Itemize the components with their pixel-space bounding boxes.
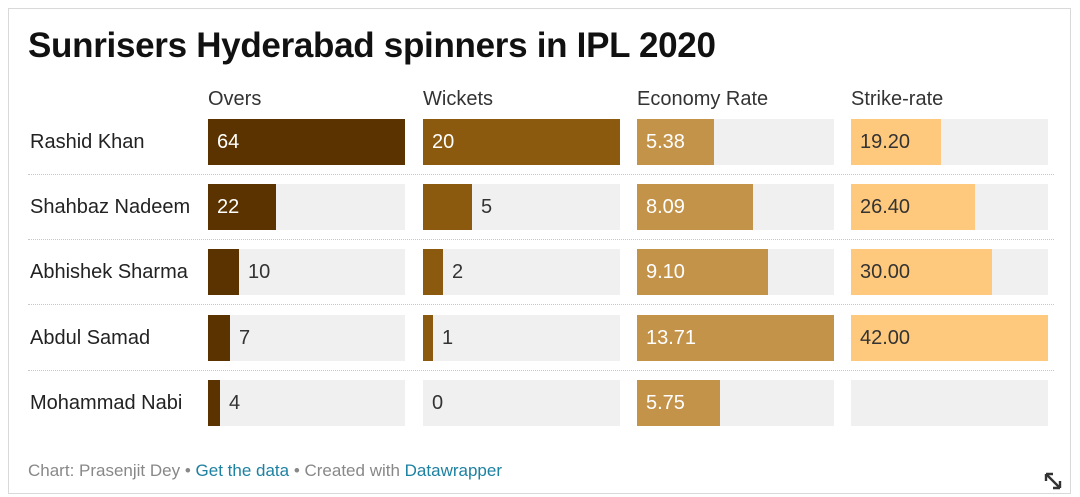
value-label-economy: 8.09 [646,196,685,218]
bar-strike_rate [851,315,1048,361]
bar-strike_rate [851,184,975,230]
bar-wickets [423,315,433,361]
row-separator [28,304,1054,305]
bar-track-economy: 8.09 [637,184,834,230]
value-label-economy: 5.38 [646,131,685,153]
column-header-wickets: Wickets [423,88,493,110]
bar-overs [208,184,276,230]
bar-track-economy: 13.71 [637,315,834,361]
value-label-economy: 9.10 [646,261,685,283]
column-header-strike_rate: Strike-rate [851,88,944,110]
value-label-wickets: 0 [432,392,444,414]
row-separator [28,239,1054,240]
row-separator [28,174,1054,175]
row-label: Rashid Khan [30,131,145,153]
bar-track-overs: 10 [208,249,405,295]
row-label: Abdul Samad [30,327,151,349]
bar-economy [637,249,768,295]
value-label-economy: 5.75 [646,392,685,414]
bar-track-overs: 64 [208,119,405,165]
value-label-economy: 13.71 [646,327,697,349]
bar-track-wickets: 2 [423,249,620,295]
value-label-overs: 7 [239,327,251,349]
bar-wickets [423,119,620,165]
chart-frame [8,8,1071,494]
value-label-strike_rate: 30.00 [860,261,911,283]
bar-track-wickets: 5 [423,184,620,230]
bar-overs [208,380,220,426]
row-label: Abhishek Sharma [30,261,188,283]
bar-track-wickets: 20 [423,119,620,165]
bar-track-overs: 4 [208,380,405,426]
bar-track-wickets: 1 [423,315,620,361]
value-label-wickets: 1 [442,327,454,349]
bar-track-strike_rate: 19.20 [851,119,1048,165]
value-label-wickets: 5 [481,196,493,218]
bar-track-strike_rate: 42.00 [851,315,1048,361]
value-label-wickets: 2 [452,261,464,283]
column-header-economy: Economy Rate [637,88,769,110]
value-label-overs: 10 [248,261,271,283]
value-label-overs: 4 [229,392,241,414]
get-data-link[interactable]: Get the data [195,461,290,480]
bar-overs [208,315,230,361]
bar-economy [637,184,753,230]
row-label: Mohammad Nabi [30,392,183,414]
footer-credit: Chart: Prasenjit Dey • [28,461,196,480]
bar-track-overs: 22 [208,184,405,230]
bar-track-economy: 5.38 [637,119,834,165]
bar-overs [208,119,405,165]
value-label-overs: 22 [217,196,240,218]
chart-footer: Chart: Prasenjit Dey • Get the data • Cr… [28,461,502,481]
bar-wickets [423,184,472,230]
footer-created-with: • Created with [289,461,405,480]
bar-track-strike_rate: 26.40 [851,184,1048,230]
bar-track-economy: 5.75 [637,380,834,426]
bar-wickets [423,249,443,295]
bar-economy [637,315,834,361]
value-label-overs: 64 [217,131,240,153]
bar-track-overs: 7 [208,315,405,361]
bar-strike_rate [851,249,992,295]
chart-title: Sunrisers Hyderabad spinners in IPL 2020 [28,26,716,65]
bar-track-strike_rate: 30.00 [851,249,1048,295]
value-label-strike_rate: 42.00 [860,327,911,349]
bar-track-wickets: 0 [423,380,620,426]
value-label-strike_rate: 19.20 [860,131,911,153]
bar-economy [637,119,714,165]
bar-track-strike_rate [851,380,1048,426]
row-separator [28,370,1054,371]
column-header-overs: Overs [208,88,262,110]
datawrapper-link[interactable]: Datawrapper [404,461,502,480]
bar-overs [208,249,239,295]
bar-economy [637,380,720,426]
value-label-strike_rate: 26.40 [860,196,911,218]
expand-icon[interactable] [1042,470,1064,492]
value-label-wickets: 20 [432,131,455,153]
bar-track-economy: 9.10 [637,249,834,295]
row-label: Shahbaz Nadeem [30,196,191,218]
bar-strike_rate [851,119,941,165]
